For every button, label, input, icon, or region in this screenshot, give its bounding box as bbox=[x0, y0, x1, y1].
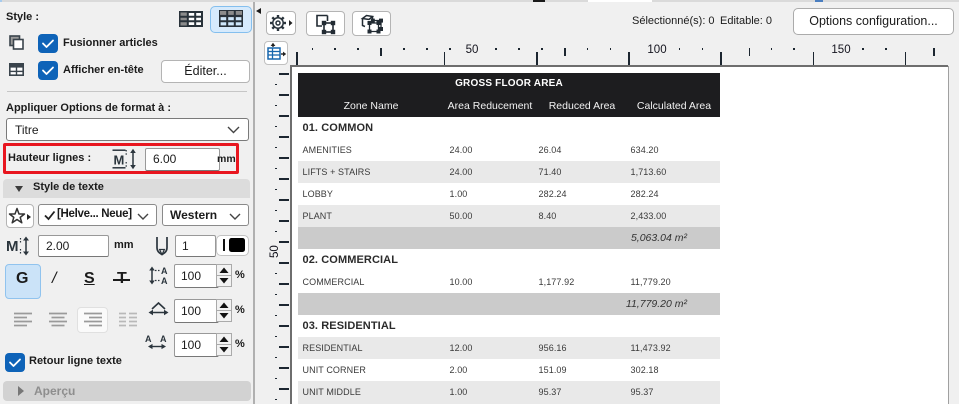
svg-text:A: A bbox=[160, 334, 167, 344]
svg-text:A: A bbox=[161, 276, 168, 285]
svg-text:A: A bbox=[161, 266, 168, 276]
svg-text:M: M bbox=[114, 153, 125, 168]
svg-text:A: A bbox=[145, 334, 152, 344]
svg-text:M: M bbox=[6, 238, 19, 255]
